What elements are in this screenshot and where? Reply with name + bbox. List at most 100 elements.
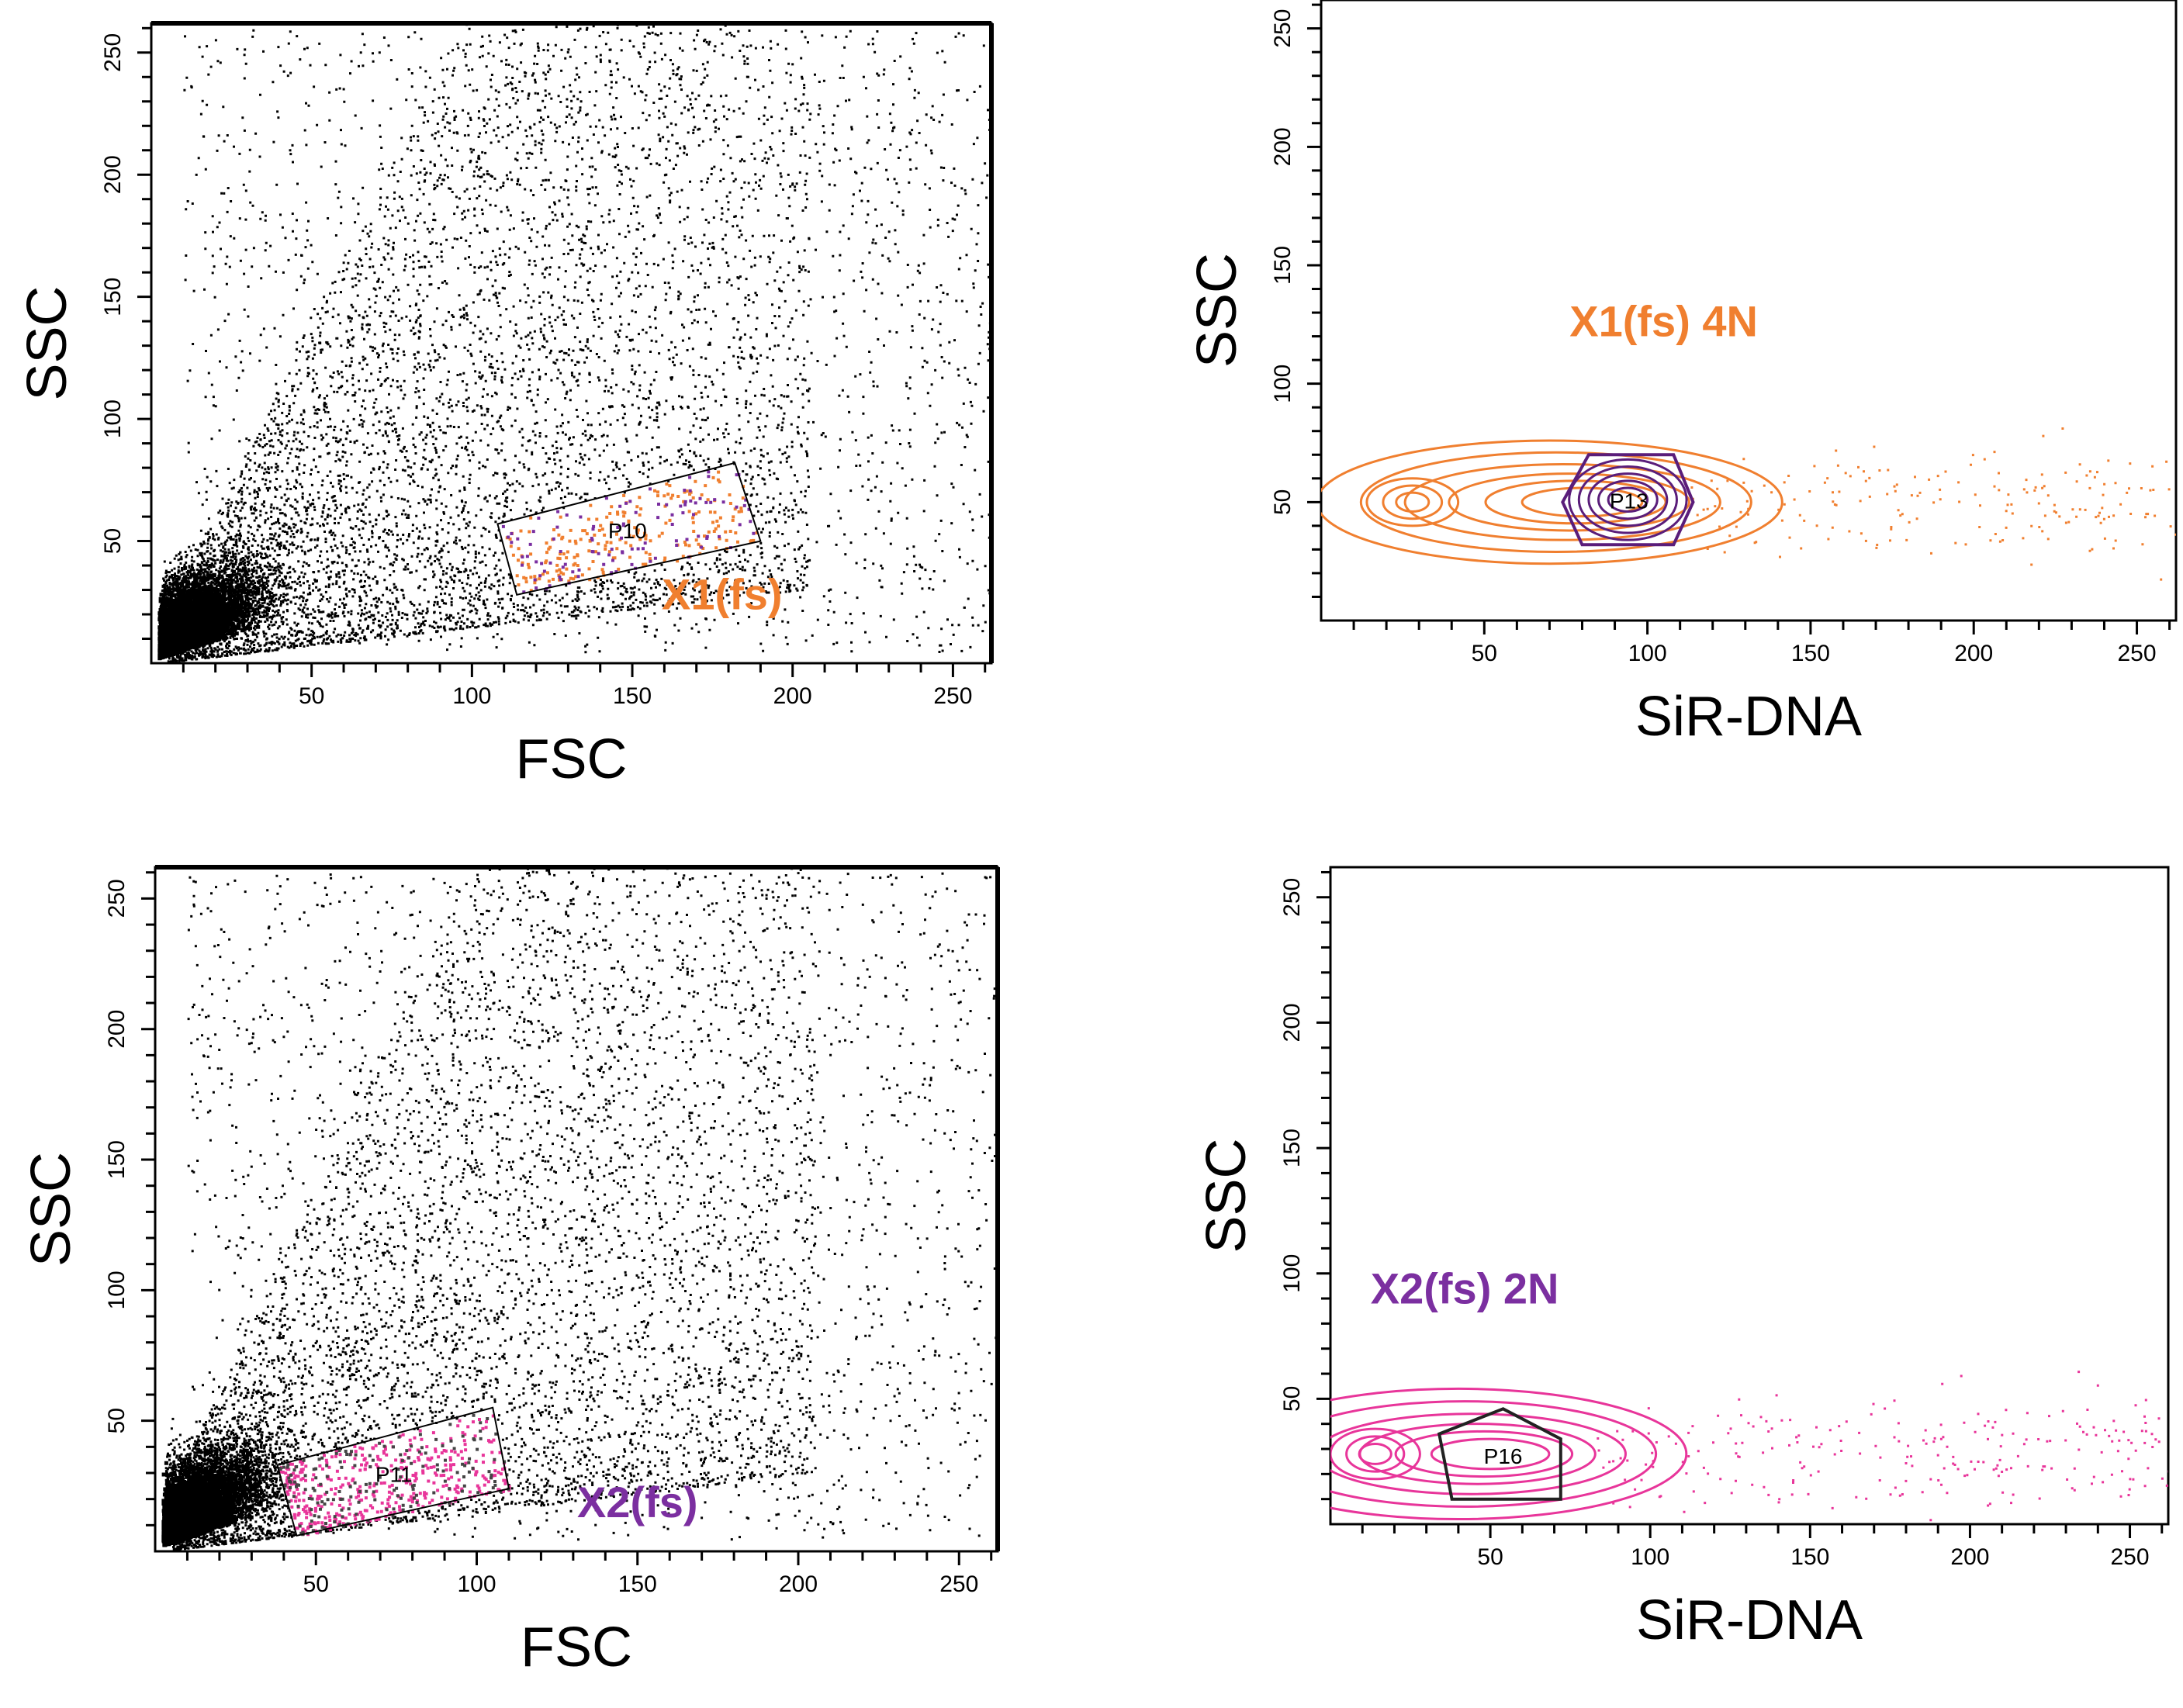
gate-polygon	[496, 462, 762, 596]
gate-label: P16	[1484, 1444, 1523, 1468]
gate-label: P11	[375, 1463, 413, 1487]
data-layer	[161, 867, 998, 1551]
y-tick-label: 250	[104, 879, 130, 918]
y-axis-title: SSC	[20, 1152, 82, 1267]
y-tick-label: 150	[100, 278, 126, 316]
gate-contour-level	[1568, 458, 1688, 541]
y-tick-label: 100	[100, 399, 126, 438]
population-annotation: X2(fs)	[577, 1478, 698, 1526]
contour-level	[1395, 491, 1431, 513]
chart-fsc-ssc-x2: P11 50 100 150 200 250 50 100 150 200 250 FSC SSC X2(…	[20, 865, 1000, 1679]
x-tick-label: 50	[299, 683, 324, 709]
contour-level	[1330, 1412, 1627, 1495]
y-tick-label: 200	[104, 1010, 130, 1049]
gate-polygon	[276, 1406, 510, 1537]
gated-dots	[278, 1414, 511, 1537]
y-tick-label: 250	[1279, 878, 1305, 917]
y-tick-label: 200	[1279, 1003, 1305, 1042]
x-tick-label: 200	[773, 683, 812, 709]
x-tick-label: 100	[457, 1571, 496, 1597]
x-tick-label: 100	[1631, 1544, 1669, 1570]
panel-sir-ssc-x1: P13 50 100 150 200 250 50 100 150 200 250 SiR-DNA SS…	[1086, 0, 2183, 853]
chart-fsc-ssc-x1: P10 50 100 150 200 250 50 100 150 200 250 FSC SSC X1(…	[16, 21, 994, 790]
population-annotation: X2(fs) 2N	[1371, 1264, 1559, 1313]
x-tick-label: 200	[1954, 641, 1993, 666]
gate-label: P13	[1610, 489, 1648, 513]
population-annotation: X1(fs) 4N	[1569, 297, 1758, 346]
population-dots	[161, 867, 998, 1551]
contour-level	[1382, 484, 1444, 520]
y-tick-label: 150	[104, 1140, 130, 1179]
gate-polygon	[1561, 453, 1695, 547]
panel-fsc-ssc-x2: P11 50 100 150 200 250 50 100 150 200 250 FSC SSC X2(…	[0, 853, 1086, 1708]
plot-frame	[1320, 0, 2178, 622]
x-axis-title: SiR-DNA	[1635, 686, 1862, 748]
x-axis-title: FSC	[521, 1616, 632, 1679]
contour-level	[1358, 1443, 1392, 1465]
gate-contour-level	[1587, 472, 1669, 527]
x-tick-label: 100	[1628, 641, 1667, 666]
contour-group	[1330, 1387, 1688, 1521]
data-layer	[1330, 1371, 2168, 1522]
y-tick-label: 250	[1270, 9, 1296, 48]
y-tick-label: 250	[100, 33, 126, 72]
gate-contour-level	[1607, 486, 1649, 513]
y-tick-label: 50	[100, 528, 126, 554]
contour-level	[1345, 1435, 1406, 1473]
population-annotation: X1(fs)	[662, 570, 783, 619]
x-axis-title: SiR-DNA	[1636, 1589, 1863, 1651]
contour-level	[1330, 1427, 1421, 1481]
contour-level	[1330, 1387, 1688, 1521]
panel-fsc-ssc-x1: P10 50 100 150 200 250 50 100 150 200 250 FSC SSC X1(…	[0, 0, 1086, 853]
x-tick-label: 150	[613, 683, 652, 709]
contour-level	[1330, 1400, 1658, 1508]
x-tick-label: 250	[2111, 1544, 2150, 1570]
chart-sir-ssc-x2: P16 50 100 150 200 250 50 100 150 200 250 SiR-DNA SS…	[1195, 866, 2170, 1651]
contour-level	[1448, 472, 1690, 532]
x-tick-label: 250	[939, 1571, 978, 1597]
x-tick-label: 200	[1950, 1544, 1989, 1570]
contour-level	[1365, 477, 1460, 527]
gate-contour-level	[1577, 465, 1678, 534]
y-tick-label: 100	[1279, 1254, 1305, 1293]
chart-sir-ssc-x1: P13 50 100 150 200 250 50 100 150 200 250 SiR-DNA SS…	[1186, 0, 2178, 748]
y-tick-label: 50	[1270, 489, 1296, 515]
y-tick-label: 150	[1279, 1129, 1305, 1167]
population-dots	[157, 23, 991, 663]
gate-label: P10	[608, 519, 647, 543]
contour-level	[1394, 1430, 1574, 1478]
x-tick-label: 250	[2117, 641, 2156, 666]
data-layer	[157, 23, 991, 663]
contour-level	[1321, 439, 1783, 565]
gate-contours	[1568, 458, 1688, 541]
gated-dots-secondary	[501, 470, 756, 594]
x-tick-label: 150	[1790, 1544, 1829, 1570]
gate-polygon	[1437, 1407, 1562, 1501]
y-axis-title: SSC	[1186, 253, 1248, 368]
gated-dots	[505, 470, 759, 593]
contour-level	[1403, 462, 1721, 541]
panel-sir-ssc-x2: P16 50 100 150 200 250 50 100 150 200 250 SiR-DNA SS…	[1086, 853, 2183, 1708]
contour-level	[1359, 451, 1752, 553]
contour-level	[1430, 1437, 1551, 1471]
x-tick-label: 100	[452, 683, 491, 709]
y-tick-label: 150	[1270, 246, 1296, 285]
x-tick-label: 150	[1791, 641, 1830, 666]
x-tick-label: 50	[1477, 1544, 1503, 1570]
y-tick-label: 50	[104, 1408, 130, 1433]
y-axis-title: SSC	[16, 285, 78, 400]
y-tick-label: 100	[104, 1271, 130, 1309]
x-tick-label: 50	[303, 1571, 329, 1597]
y-tick-label: 50	[1279, 1386, 1305, 1412]
gate-contour-level	[1597, 479, 1659, 520]
x-axis-title: FSC	[516, 728, 628, 790]
x-tick-label: 50	[1472, 641, 1497, 666]
y-tick-label: 200	[100, 155, 126, 194]
x-tick-label: 150	[618, 1571, 657, 1597]
y-tick-label: 200	[1270, 127, 1296, 166]
plot-frame	[154, 866, 999, 1553]
y-tick-label: 100	[1270, 365, 1296, 403]
x-tick-label: 250	[933, 683, 972, 709]
y-axis-title: SSC	[1195, 1138, 1258, 1253]
x-tick-label: 200	[779, 1571, 818, 1597]
